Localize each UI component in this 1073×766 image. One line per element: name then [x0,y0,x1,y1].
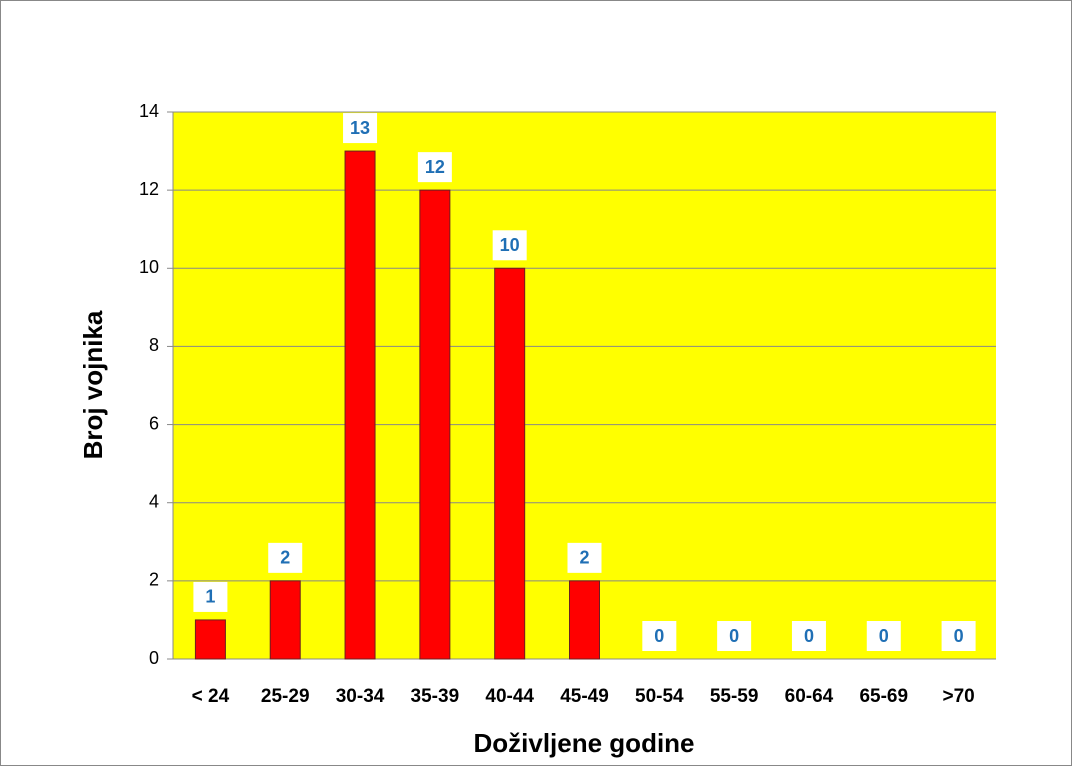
data-label-box [193,581,228,612]
data-label: 2 [579,548,589,568]
bar [344,150,376,660]
y-tick-label: 8 [149,335,159,355]
x-tick-label: < 24 [192,686,230,707]
y-tick-label: 4 [149,491,159,511]
data-label-box [343,113,378,144]
x-tick-label: 40-44 [485,686,534,707]
x-tick-label: 50-54 [635,686,684,707]
data-label: 0 [879,626,889,646]
data-label-box [642,621,677,651]
data-label: 10 [500,235,520,255]
x-tick-label: 55-59 [710,686,759,707]
bar [194,619,226,660]
x-tick-label: 60-64 [785,686,834,707]
data-label: 0 [729,626,739,646]
x-tick-label: >70 [942,686,974,707]
data-label-box [866,621,901,651]
x-axis-title: Doživljene godine [473,728,694,758]
x-tick-label: 35-39 [411,686,460,707]
x-tick-label: 25-29 [261,686,310,707]
data-label-box [567,542,602,573]
data-label: 0 [804,626,814,646]
data-label: 12 [425,157,445,177]
bar [419,189,451,660]
bar [269,580,301,660]
data-label: 0 [954,626,964,646]
data-label-box [268,542,303,573]
bar [494,267,526,660]
data-label: 2 [280,548,290,568]
data-label: 1 [205,587,215,607]
data-label: 13 [350,118,370,138]
data-label-box [791,621,826,651]
y-tick-label: 0 [149,648,159,668]
y-tick-label: 2 [149,570,159,590]
data-label: 0 [654,626,664,646]
data-label-box [941,621,976,651]
x-tick-label: 45-49 [560,686,609,707]
y-tick-label: 10 [139,257,159,277]
data-label-box [717,621,752,651]
x-tick-label: 30-34 [336,686,385,707]
data-label-box [417,152,452,183]
y-axis-title: Broj vojnika [78,310,108,459]
plot-area [173,112,996,659]
x-tick-label: 65-69 [859,686,908,707]
y-tick-label: 6 [149,413,159,433]
data-label-box [492,230,527,261]
y-tick-label: 14 [139,101,159,121]
y-tick-label: 12 [139,179,159,199]
bar [569,580,600,660]
